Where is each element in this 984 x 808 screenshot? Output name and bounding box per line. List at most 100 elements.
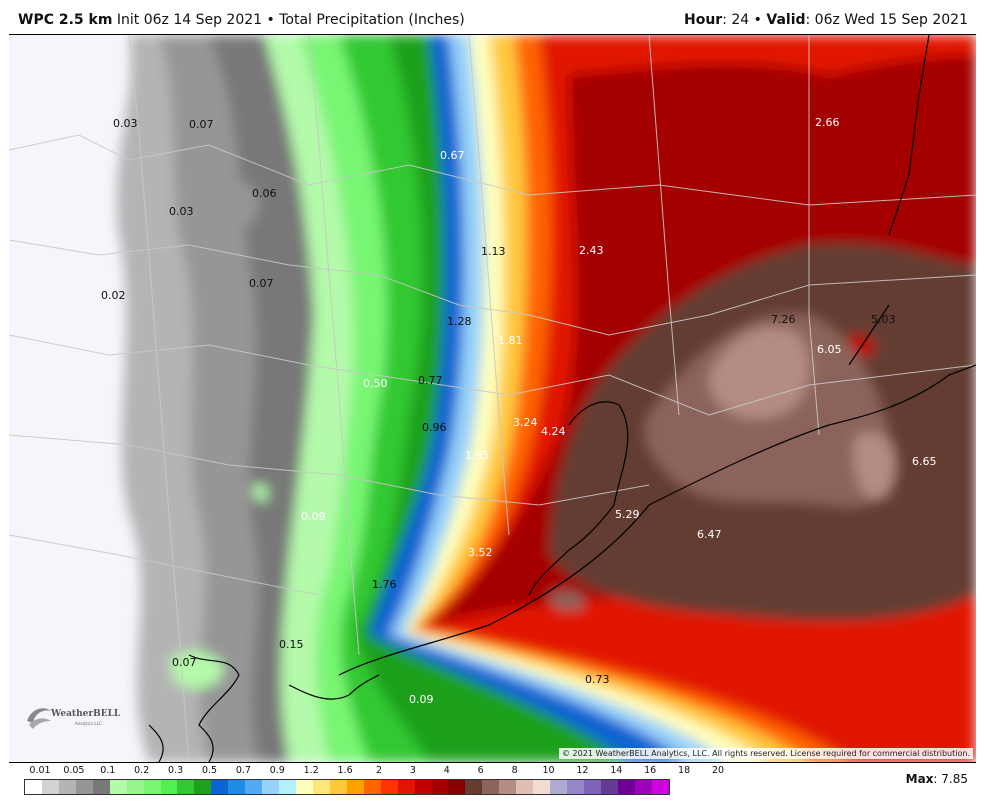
legend-swatch — [414, 780, 432, 794]
precip-fields — [116, 35, 976, 762]
precip-value-label: 0.67 — [440, 149, 465, 162]
legend-swatch — [160, 780, 178, 794]
precip-value-label: 0.50 — [363, 377, 388, 390]
legend-tick-label: 1.2 — [303, 765, 319, 776]
max-value-readout: Max: 7.85 — [906, 772, 968, 786]
weatherbell-logo: WeatherBELL Analytics LLC — [23, 699, 120, 735]
legend-swatch — [279, 780, 296, 794]
legend-swatch — [211, 780, 229, 794]
logo-subtext: Analytics LLC — [75, 721, 102, 726]
precip-value-label: 6.65 — [912, 455, 937, 468]
legend-swatch — [228, 780, 246, 794]
legend-swatch — [397, 780, 415, 794]
legend-swatch — [177, 780, 195, 794]
legend-swatch — [499, 780, 517, 794]
legend-swatch — [567, 780, 584, 794]
header-title: WPC 2.5 km Init 06z 14 Sep 2021 • Total … — [18, 12, 465, 28]
precip-value-label: 6.47 — [697, 528, 722, 541]
legend-tick-label: 0.7 — [235, 765, 251, 776]
legend-tick-label: 0.5 — [201, 765, 218, 776]
precip-value-label: 0.07 — [172, 656, 197, 669]
legend-tick-label: 12 — [576, 765, 589, 776]
legend-swatch — [617, 780, 635, 794]
legend-swatch — [58, 780, 76, 794]
county-lines — [9, 35, 976, 762]
legend-tick-label: 16 — [644, 765, 657, 776]
precip-value-label: 0.07 — [249, 277, 274, 290]
logo-text: WeatherBELL — [51, 709, 121, 719]
copyright-notice: © 2021 WeatherBELL Analytics, LLC. All r… — [559, 748, 973, 759]
valid-label: Valid — [766, 12, 806, 28]
legend-swatch — [25, 780, 42, 794]
separator: • — [753, 12, 762, 28]
precip-value-label: 1.95 — [465, 449, 490, 462]
valid-value: : 06z Wed 15 Sep 2021 — [805, 12, 968, 28]
precip-value-label: 4.24 — [541, 425, 566, 438]
legend-tick-label: 14 — [610, 765, 623, 776]
coastline — [148, 35, 976, 762]
precip-map: 0.03 0.07 0.06 0.03 0.07 0.02 0.67 1.13 2.43 2.66… — [9, 34, 976, 763]
legend-swatch — [262, 780, 280, 794]
legend-tick-label: 0.2 — [134, 765, 150, 776]
legend-swatch — [126, 780, 144, 794]
legend-swatch — [431, 780, 449, 794]
color-legend: 0.01 0.05 0.1 0.2 0.3 0.5 0.7 0.9 1.2 1.6 2 3 4 6 8 10 1… — [24, 763, 724, 803]
legend-swatch — [550, 780, 567, 794]
legend-colorbar — [24, 779, 670, 795]
legend-tick-label: 20 — [711, 765, 725, 776]
legend-swatch — [516, 780, 534, 794]
precip-value-label: 5.29 — [615, 508, 640, 521]
legend-tick-label: 0.9 — [269, 765, 285, 776]
logo-swirl-icon — [27, 708, 51, 729]
legend-swatch — [533, 780, 551, 794]
legend-swatch — [651, 780, 669, 794]
precip-value-label: 0.02 — [101, 289, 126, 302]
legend-tick-label: 0.05 — [63, 765, 85, 776]
precip-value-label: 0.15 — [279, 638, 304, 651]
precip-value-label: 1.76 — [372, 578, 397, 591]
precip-value-label: 0.07 — [189, 118, 214, 131]
hour-value: : 24 — [722, 12, 750, 28]
legend-swatch — [143, 780, 161, 794]
legend-tick-label: 8 — [511, 765, 518, 776]
legend-ticks: 0.01 0.05 0.1 0.2 0.3 0.5 0.7 0.9 1.2 1.6 2 3 4 6 8 10 1… — [24, 763, 724, 777]
legend-swatch — [448, 780, 466, 794]
legend-swatch — [194, 780, 212, 794]
legend-swatch — [482, 780, 500, 794]
legend-tick-label: 3 — [409, 765, 416, 776]
precip-value-label: 1.28 — [447, 315, 472, 328]
precip-value-label: 6.05 — [817, 343, 842, 356]
precip-value-label: 0.09 — [409, 693, 434, 706]
legend-tick-label: 1.6 — [337, 765, 353, 776]
precip-value-label: 5.03 — [871, 313, 896, 326]
legend-swatch — [109, 780, 127, 794]
legend-swatch — [296, 780, 313, 794]
legend-tick-label: 0.3 — [168, 765, 184, 776]
precip-value-label: 2.43 — [579, 244, 604, 257]
legend-tick-label: 0.01 — [29, 765, 51, 776]
precip-value-label: 0.09 — [301, 510, 326, 523]
init-time: Init 06z 14 Sep 2021 — [116, 12, 263, 28]
legend-swatch — [380, 780, 398, 794]
max-value: : 7.85 — [933, 772, 968, 786]
legend-swatch — [363, 780, 381, 794]
header: WPC 2.5 km Init 06z 14 Sep 2021 • Total … — [0, 0, 984, 34]
legend-tick-label: 18 — [678, 765, 691, 776]
legend-swatch — [92, 780, 110, 794]
legend-swatch — [75, 780, 93, 794]
legend-tick-label: 2 — [375, 765, 383, 776]
precip-value-label: 0.06 — [252, 187, 277, 200]
product-name: Total Precipitation (Inches) — [279, 12, 465, 28]
legend-tick-label: 4 — [443, 765, 450, 776]
max-label: Max — [905, 772, 934, 786]
hour-label: Hour — [684, 12, 723, 28]
legend-swatch — [329, 780, 347, 794]
precip-value-label: 1.81 — [498, 334, 523, 347]
legend-swatch — [346, 780, 364, 794]
legend-tick-label: 0.1 — [100, 765, 116, 776]
legend-swatch — [245, 780, 263, 794]
legend-tick-label: 10 — [542, 765, 555, 776]
model-name: WPC 2.5 km — [18, 12, 113, 28]
precip-value-label: 3.24 — [513, 416, 538, 429]
legend-swatch — [634, 780, 652, 794]
